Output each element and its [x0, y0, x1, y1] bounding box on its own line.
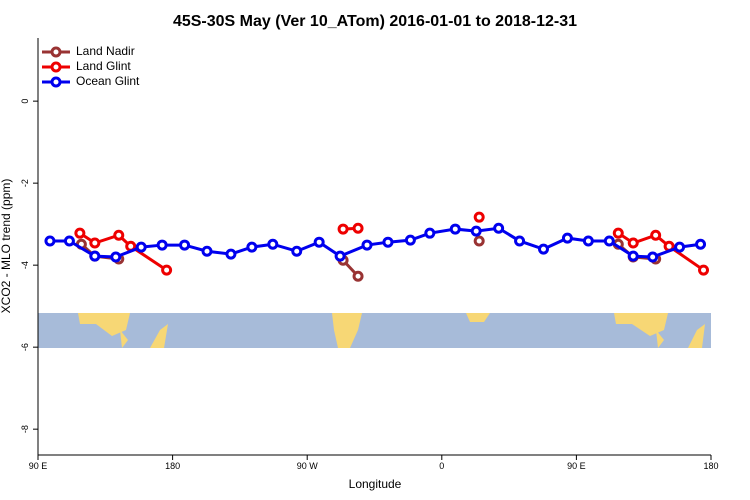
legend-marker	[50, 46, 62, 58]
point	[89, 250, 101, 262]
point	[135, 241, 147, 253]
point	[561, 232, 573, 244]
chart-title: 45S-30S May (Ver 10_ATom) 2016-01-01 to …	[173, 13, 577, 30]
point	[156, 239, 168, 251]
point	[612, 227, 624, 239]
point	[695, 238, 707, 250]
point	[179, 239, 191, 251]
legend-label: Land Nadir	[76, 44, 135, 58]
point	[382, 236, 394, 248]
point	[582, 235, 594, 247]
point	[313, 236, 325, 248]
point	[449, 223, 461, 235]
point	[627, 250, 639, 262]
y-tick-label: 0	[20, 99, 30, 104]
x-tick-label: 180	[165, 461, 180, 471]
point	[352, 270, 364, 282]
x-tick-label: 180	[703, 461, 718, 471]
x-tick-label: 90 W	[297, 461, 319, 471]
point	[161, 264, 173, 276]
point	[493, 222, 505, 234]
point	[337, 223, 349, 235]
point	[674, 241, 686, 253]
point	[201, 245, 213, 257]
y-tick-label: -6	[20, 343, 30, 351]
point	[537, 243, 549, 255]
point	[113, 229, 125, 241]
point	[352, 222, 364, 234]
point	[698, 264, 710, 276]
point	[404, 234, 416, 246]
y-tick-label: -4	[20, 261, 30, 269]
y-axis-label: XCO2 - MLO trend (ppm)	[0, 179, 13, 314]
point	[334, 250, 346, 262]
point	[74, 227, 86, 239]
point	[110, 251, 122, 263]
point	[267, 238, 279, 250]
point	[650, 229, 662, 241]
series-line	[49, 226, 701, 259]
point	[361, 239, 373, 251]
point	[473, 211, 485, 223]
point	[647, 251, 659, 263]
map-band	[38, 313, 711, 348]
x-tick-label: 90 E	[29, 461, 48, 471]
point	[225, 248, 237, 260]
y-tick-label: -2	[20, 179, 30, 187]
point	[89, 237, 101, 249]
point	[63, 235, 75, 247]
legend-marker	[50, 76, 62, 88]
point	[44, 235, 56, 247]
legend-label: Ocean Glint	[76, 74, 140, 88]
legend-marker	[50, 61, 62, 73]
x-tick-label: 90 E	[567, 461, 586, 471]
point	[424, 227, 436, 239]
point	[246, 241, 258, 253]
legend-label: Land Glint	[76, 59, 131, 73]
point	[291, 245, 303, 257]
point	[473, 235, 485, 247]
point	[470, 225, 482, 237]
point	[603, 235, 615, 247]
x-axis-label: Longitude	[349, 477, 402, 491]
point	[627, 237, 639, 249]
y-tick-label: -8	[20, 425, 30, 433]
point	[514, 235, 526, 247]
x-tick-label: 0	[439, 461, 444, 471]
